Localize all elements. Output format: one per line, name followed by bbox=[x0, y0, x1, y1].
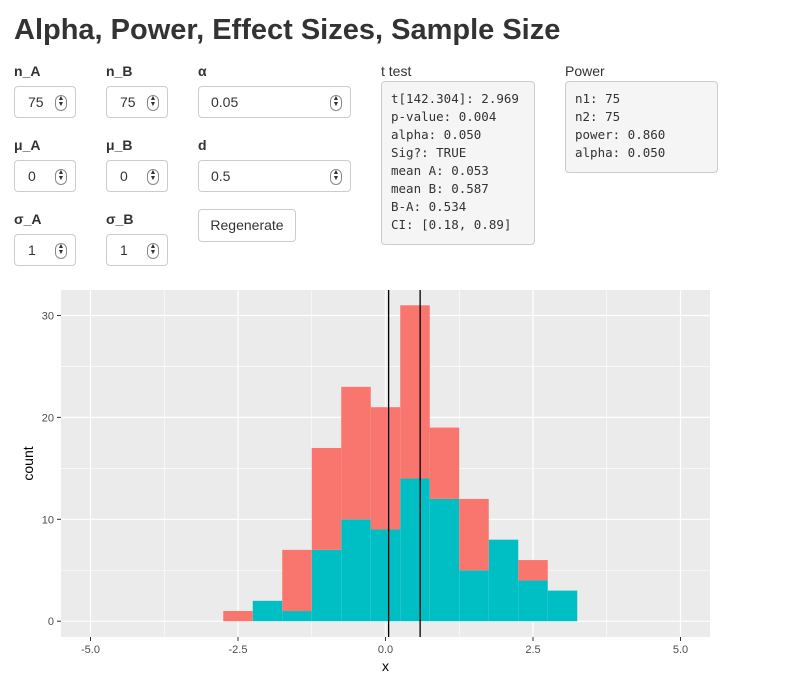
output-line: B-A: 0.534 bbox=[391, 199, 467, 214]
output-line: n1: 75 bbox=[575, 91, 621, 106]
power-output: n1: 75 n2: 75 power: 0.860 alpha: 0.050 bbox=[565, 81, 718, 173]
y-tick-label: 10 bbox=[42, 514, 54, 526]
histogram-bar bbox=[429, 427, 460, 499]
output-line: mean A: 0.053 bbox=[391, 163, 489, 178]
output-line: t[142.304]: 2.969 bbox=[391, 91, 519, 106]
y-axis-label: count bbox=[20, 446, 36, 480]
number-input[interactable]: 0 ▲ ▼ bbox=[14, 160, 76, 192]
input-value: 1 bbox=[28, 242, 36, 258]
histogram-bar bbox=[518, 580, 548, 622]
input-value: 1 bbox=[120, 242, 128, 258]
spinner: ▲ ▼ bbox=[147, 169, 159, 185]
histogram-bar bbox=[282, 549, 312, 612]
histogram-bar bbox=[341, 386, 371, 520]
input-label: μ_B bbox=[106, 137, 133, 153]
y-tick-label: 20 bbox=[42, 412, 54, 424]
input-value: 75 bbox=[120, 94, 136, 110]
histogram-bar bbox=[282, 611, 312, 622]
input-value: 0.05 bbox=[211, 94, 239, 110]
spinner: ▲ ▼ bbox=[147, 243, 159, 259]
output-line: mean B: 0.587 bbox=[391, 181, 489, 196]
input-label: d bbox=[198, 137, 207, 153]
x-axis-label: x bbox=[382, 658, 389, 674]
y-tick-label: 30 bbox=[42, 310, 54, 322]
number-input[interactable]: 0 ▲ ▼ bbox=[106, 160, 168, 192]
histogram-bar bbox=[223, 611, 253, 622]
histogram-bar bbox=[400, 305, 430, 479]
input-label: n_A bbox=[14, 63, 41, 79]
input-value: 75 bbox=[28, 94, 44, 110]
input-value: 0.5 bbox=[211, 168, 231, 184]
x-tick-label: -2.5 bbox=[229, 644, 248, 656]
histogram-bar bbox=[459, 498, 489, 571]
spinner: ▲ ▼ bbox=[55, 169, 67, 185]
power-label: Power bbox=[565, 63, 605, 79]
ttest-label: t test bbox=[381, 63, 412, 79]
input-value: 0 bbox=[28, 168, 36, 184]
ttest-output: t[142.304]: 2.969 p-value: 0.004 alpha: 0.… bbox=[381, 81, 535, 245]
histogram-bar bbox=[252, 600, 283, 622]
input-label: μ_A bbox=[14, 137, 41, 153]
regenerate-button[interactable]: Regenerate bbox=[198, 209, 296, 242]
x-tick-label: -5.0 bbox=[81, 644, 100, 656]
output-line: p-value: 0.004 bbox=[391, 109, 497, 124]
number-input[interactable]: 75 ▲ ▼ bbox=[14, 86, 76, 118]
spinner: ▲ ▼ bbox=[330, 169, 342, 185]
input-label: σ_B bbox=[106, 211, 134, 227]
spinner: ▲ ▼ bbox=[147, 95, 159, 111]
page-title: Alpha, Power, Effect Sizes, Sample Size bbox=[14, 14, 561, 46]
histogram-bar bbox=[488, 539, 519, 622]
number-input[interactable]: 75 ▲ ▼ bbox=[106, 86, 168, 118]
x-tick-label: 5.0 bbox=[673, 644, 688, 656]
histogram-bar bbox=[547, 590, 578, 622]
number-input[interactable]: 1 ▲ ▼ bbox=[14, 234, 76, 266]
histogram-bar bbox=[459, 570, 489, 622]
output-line: power: 0.860 bbox=[575, 127, 666, 142]
histogram-bar bbox=[341, 519, 371, 622]
output-line: alpha: 0.050 bbox=[575, 145, 666, 160]
x-tick-label: 0.0 bbox=[378, 644, 393, 656]
input-label: σ_A bbox=[14, 211, 42, 227]
output-line: CI: [0.18, 0.89] bbox=[391, 217, 512, 232]
histogram-bar bbox=[311, 447, 342, 550]
histogram-bar bbox=[370, 529, 401, 622]
histogram-bar bbox=[518, 560, 548, 581]
input-value: 0 bbox=[120, 168, 128, 184]
output-line: alpha: 0.050 bbox=[391, 127, 482, 142]
output-line: Sig?: TRUE bbox=[391, 145, 467, 160]
spinner: ▲ ▼ bbox=[55, 243, 67, 259]
spinner: ▲ ▼ bbox=[55, 95, 67, 111]
histogram-bar bbox=[311, 549, 342, 622]
histogram-bar bbox=[429, 498, 460, 622]
output-line: n2: 75 bbox=[575, 109, 621, 124]
chart: -5.0 -2.5 0.0 2.5 5.0 0 10 20 30 x count bbox=[20, 290, 710, 674]
x-tick-label: 2.5 bbox=[525, 644, 540, 656]
input-label: α bbox=[198, 63, 207, 79]
input-label: n_B bbox=[106, 63, 133, 79]
number-input[interactable]: 0.5 ▲ ▼ bbox=[198, 160, 351, 192]
spinner: ▲ ▼ bbox=[330, 95, 342, 111]
histogram-bar bbox=[370, 407, 401, 530]
y-tick-label: 0 bbox=[48, 616, 54, 628]
number-input[interactable]: 0.05 ▲ ▼ bbox=[198, 86, 351, 118]
histogram-bar bbox=[400, 478, 430, 622]
number-input[interactable]: 1 ▲ ▼ bbox=[106, 234, 168, 266]
